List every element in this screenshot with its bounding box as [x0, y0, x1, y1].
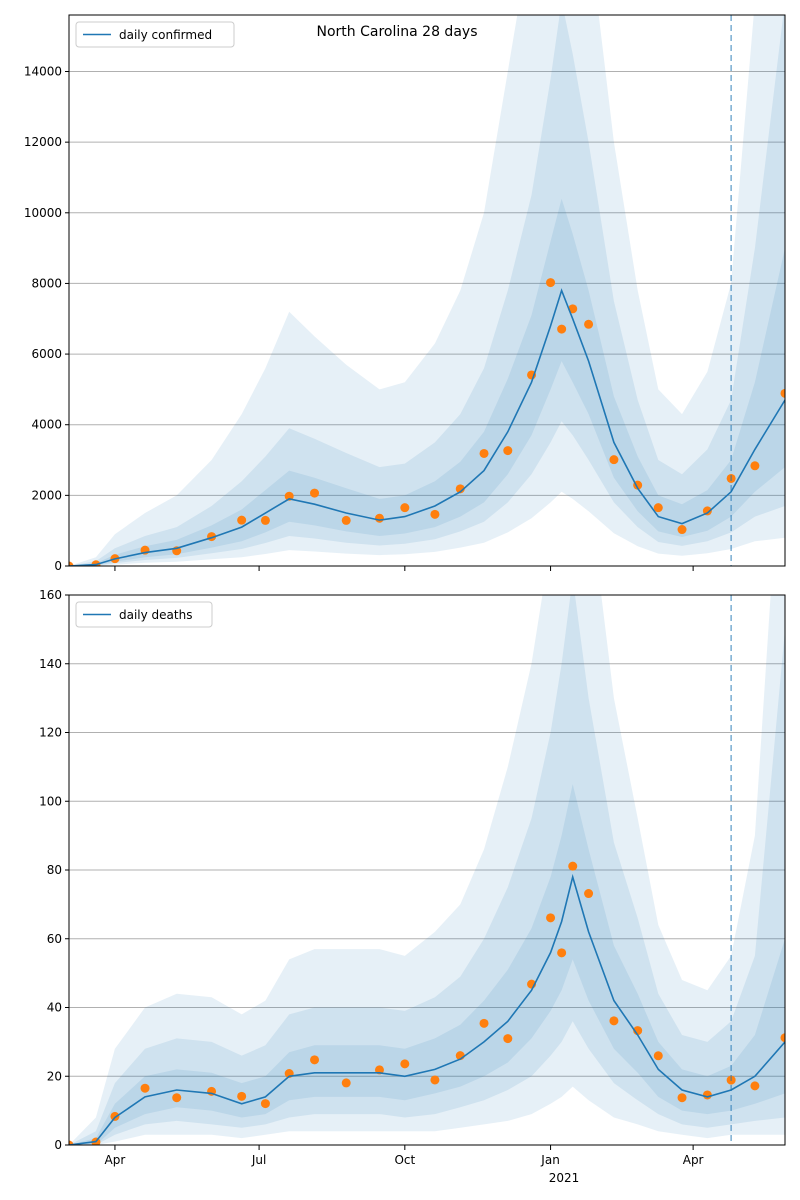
uncertainty-band [69, 784, 785, 1145]
uncertainty-band [69, 15, 785, 566]
data-point [400, 503, 410, 513]
data-point [584, 889, 594, 899]
data-point [430, 1075, 440, 1085]
y-tick-label: 12000 [24, 135, 62, 149]
y-tick-label: 20 [47, 1069, 62, 1083]
data-point [341, 1078, 351, 1088]
legend-label: daily deaths [119, 608, 192, 622]
y-tick-label: 60 [47, 932, 62, 946]
legend: daily confirmed [75, 21, 235, 48]
y-tick-label: 80 [47, 863, 62, 877]
plot-area [69, 595, 785, 1145]
chart-title: North Carolina 28 days [317, 24, 478, 40]
data-point [455, 484, 465, 494]
uncertainty-band [69, 15, 785, 566]
data-point [546, 913, 556, 923]
data-point [69, 561, 74, 566]
legend-box [75, 21, 235, 48]
uncertainty-band [69, 595, 785, 1145]
data-point [750, 1081, 760, 1091]
axes-frame [68, 14, 786, 567]
data-point [260, 515, 270, 525]
deaths-panel: 0 20 40 60 80 100 120 140 160 Apr Jul Oct Jan Apr dail… [39, 588, 786, 1167]
data-point [284, 491, 294, 501]
data-point [260, 1099, 270, 1109]
y-tick-label: 6000 [31, 347, 62, 361]
data-point [503, 1034, 513, 1044]
legend: daily deaths [75, 601, 213, 628]
y-tick-label: 0 [54, 559, 62, 573]
data-point [400, 1059, 410, 1069]
data-point [479, 448, 489, 458]
data-point [310, 488, 320, 498]
data-point [677, 1093, 687, 1103]
x-tick-label: Jan [540, 1153, 560, 1167]
y-tick-label: 10000 [24, 206, 62, 220]
data-point [557, 324, 567, 334]
data-point [609, 1016, 619, 1026]
data-point [237, 1091, 247, 1101]
data-point [172, 1093, 182, 1103]
legend-box [75, 601, 213, 628]
data-point [653, 503, 663, 513]
x-tick-label: Oct [394, 1153, 415, 1167]
data-point [780, 388, 785, 398]
y-tick-label: 100 [39, 794, 62, 808]
y-tick-label: 160 [39, 588, 62, 602]
data-point [310, 1055, 320, 1065]
y-tick-label: 8000 [31, 276, 62, 290]
data-point [503, 446, 513, 456]
data-point [653, 1051, 663, 1061]
x-tick-label: Apr [105, 1153, 126, 1167]
y-tick-label: 4000 [31, 418, 62, 432]
data-point [677, 525, 687, 535]
y-tick-label: 140 [39, 657, 62, 671]
data-point [140, 1083, 150, 1093]
y-tick-label: 2000 [31, 488, 62, 502]
data-point [237, 515, 247, 525]
uncertainty-band [69, 198, 785, 566]
y-tick-label: 14000 [24, 65, 62, 79]
data-point [557, 948, 567, 958]
axes-frame [68, 594, 786, 1146]
legend-label: daily confirmed [119, 28, 212, 42]
y-tick-label: 120 [39, 726, 62, 740]
data-point [110, 1111, 120, 1121]
year-label: 2021 [549, 1171, 580, 1185]
data-point [430, 509, 440, 519]
data-point [341, 515, 351, 525]
data-point [702, 1090, 712, 1100]
confirmed-panel: 0 2000 4000 6000 8000 10000 12000 14000 daily co… [24, 14, 786, 573]
y-tick-label: 0 [54, 1138, 62, 1152]
data-point [568, 861, 578, 871]
y-tick-label: 40 [47, 1001, 62, 1015]
data-point [374, 513, 384, 523]
x-tick-label: Apr [683, 1153, 704, 1167]
series-line [69, 873, 785, 1145]
uncertainty-band [69, 595, 785, 1145]
x-tick-label: Jul [251, 1153, 266, 1167]
data-point [609, 455, 619, 465]
data-point [479, 1018, 489, 1028]
data-point [584, 319, 594, 329]
series-line [69, 288, 785, 566]
data-point [750, 461, 760, 471]
plot-area [69, 15, 785, 566]
data-point [546, 278, 556, 288]
data-point [780, 1033, 785, 1043]
